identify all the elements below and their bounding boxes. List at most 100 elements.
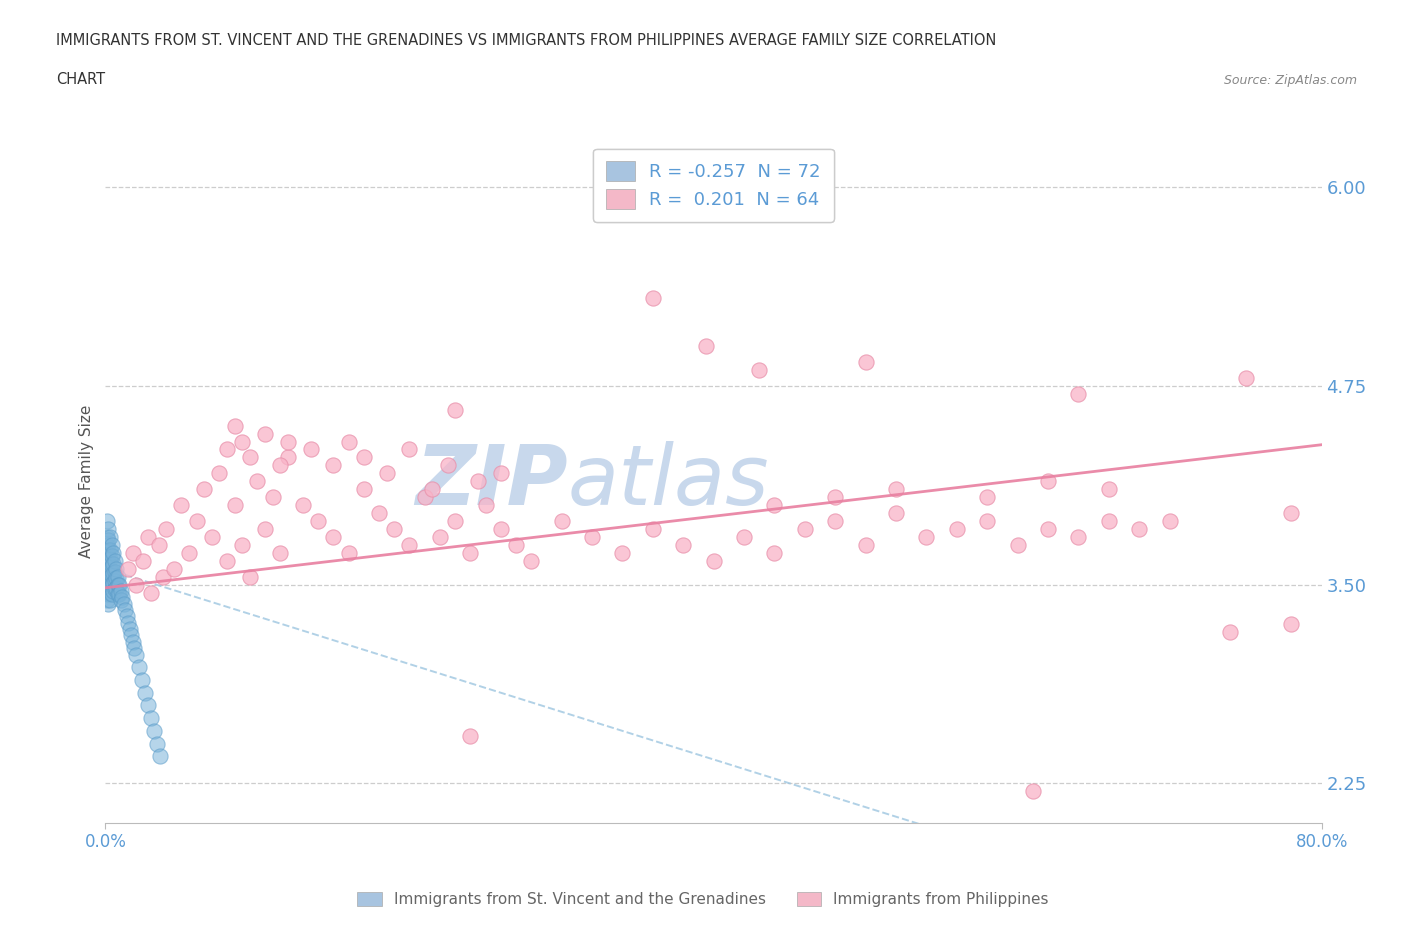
Point bbox=[110, 593, 132, 608]
Point bbox=[1279, 617, 1302, 631]
Point bbox=[413, 490, 436, 505]
Point bbox=[98, 585, 121, 600]
Point bbox=[98, 551, 121, 566]
Point bbox=[398, 442, 420, 457]
Point bbox=[201, 529, 224, 544]
Point bbox=[100, 578, 122, 592]
Point bbox=[322, 529, 344, 544]
Point bbox=[105, 571, 128, 586]
Point bbox=[1007, 538, 1029, 552]
Point bbox=[217, 553, 239, 568]
Point bbox=[458, 545, 481, 560]
Point bbox=[98, 578, 121, 592]
Point bbox=[520, 553, 543, 568]
Point bbox=[695, 339, 717, 353]
Point bbox=[748, 363, 770, 378]
Point bbox=[322, 458, 344, 472]
Point bbox=[1159, 513, 1181, 528]
Point bbox=[107, 587, 129, 602]
Point bbox=[96, 562, 118, 577]
Point bbox=[98, 593, 121, 608]
Point bbox=[111, 590, 134, 604]
Point bbox=[96, 593, 118, 608]
Point bbox=[505, 538, 527, 552]
Point bbox=[101, 545, 124, 560]
Point bbox=[96, 569, 118, 584]
Point bbox=[97, 580, 120, 595]
Point bbox=[1036, 474, 1059, 489]
Point bbox=[105, 562, 128, 577]
Point bbox=[641, 522, 664, 537]
Point bbox=[97, 522, 120, 537]
Point bbox=[436, 458, 458, 472]
Point bbox=[136, 529, 159, 544]
Point bbox=[277, 450, 299, 465]
Point bbox=[139, 585, 162, 600]
Point bbox=[163, 562, 186, 577]
Point bbox=[1219, 625, 1241, 640]
Point bbox=[148, 538, 170, 552]
Point bbox=[117, 616, 139, 631]
Point bbox=[1098, 482, 1121, 497]
Point bbox=[1234, 370, 1257, 385]
Point bbox=[132, 553, 155, 568]
Point bbox=[976, 490, 998, 505]
Point bbox=[224, 498, 246, 512]
Point bbox=[125, 578, 148, 592]
Point bbox=[855, 354, 877, 369]
Text: Source: ZipAtlas.com: Source: ZipAtlas.com bbox=[1223, 73, 1357, 86]
Point bbox=[353, 450, 375, 465]
Point bbox=[467, 474, 489, 489]
Point bbox=[945, 522, 967, 537]
Point bbox=[976, 513, 998, 528]
Point bbox=[420, 482, 443, 497]
Point bbox=[254, 522, 277, 537]
Point bbox=[444, 403, 467, 418]
Point bbox=[105, 580, 128, 595]
Point bbox=[134, 685, 156, 700]
Point bbox=[368, 506, 391, 521]
Point bbox=[98, 569, 121, 584]
Point bbox=[100, 587, 122, 602]
Point bbox=[489, 522, 512, 537]
Point bbox=[193, 482, 215, 497]
Point bbox=[101, 556, 124, 571]
Point bbox=[152, 569, 174, 584]
Point bbox=[112, 596, 135, 611]
Point bbox=[489, 466, 512, 481]
Point bbox=[353, 482, 375, 497]
Text: ZIP: ZIP bbox=[415, 441, 568, 522]
Point bbox=[217, 442, 239, 457]
Point bbox=[824, 513, 846, 528]
Point bbox=[884, 482, 907, 497]
Point bbox=[1067, 386, 1090, 401]
Point bbox=[97, 533, 120, 548]
Point bbox=[117, 562, 139, 577]
Point bbox=[581, 529, 603, 544]
Point bbox=[855, 538, 877, 552]
Point bbox=[97, 542, 120, 557]
Y-axis label: Average Family Size: Average Family Size bbox=[79, 405, 94, 558]
Legend: Immigrants from St. Vincent and the Grenadines, Immigrants from Philippines: Immigrants from St. Vincent and the Gren… bbox=[352, 885, 1054, 913]
Point bbox=[429, 529, 451, 544]
Point bbox=[337, 434, 360, 449]
Point bbox=[1036, 522, 1059, 537]
Point bbox=[375, 466, 398, 481]
Point bbox=[114, 603, 136, 618]
Point bbox=[231, 434, 253, 449]
Point bbox=[108, 587, 131, 602]
Point bbox=[128, 659, 150, 674]
Point bbox=[101, 576, 124, 591]
Point bbox=[763, 545, 786, 560]
Point bbox=[101, 583, 124, 598]
Point bbox=[100, 538, 122, 552]
Point bbox=[96, 529, 118, 544]
Point bbox=[239, 569, 262, 584]
Point bbox=[120, 628, 142, 643]
Point bbox=[98, 542, 121, 557]
Point bbox=[292, 498, 315, 512]
Point bbox=[337, 545, 360, 560]
Point bbox=[97, 558, 120, 573]
Point bbox=[884, 506, 907, 521]
Point bbox=[98, 529, 121, 544]
